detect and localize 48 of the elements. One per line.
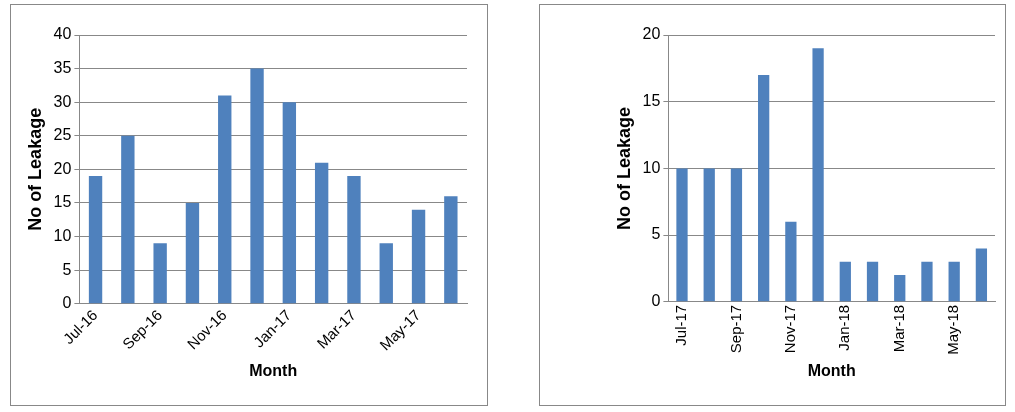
y-tick-label: 20 (642, 25, 661, 43)
bar (839, 261, 851, 302)
bar (379, 243, 393, 304)
y-tick-label: 15 (53, 193, 72, 211)
y-tick-label: 10 (642, 158, 661, 176)
y-tick-label: 0 (651, 292, 661, 310)
bar (121, 135, 135, 304)
y-axis-title: No of Leakage (24, 107, 45, 231)
bar (250, 68, 264, 304)
bar (758, 75, 770, 302)
bar (347, 176, 361, 304)
x-tick-label: Jul-17 (672, 304, 690, 346)
y-tick-label: 20 (53, 159, 72, 177)
bar (948, 261, 960, 302)
x-tick-label: May-18 (944, 304, 962, 355)
bar (894, 275, 906, 302)
bar (444, 196, 458, 304)
bar (676, 168, 688, 302)
y-tick-label: 0 (62, 294, 72, 312)
bar (975, 248, 988, 302)
y-axis-title: No of Leakage (613, 106, 634, 230)
bar (314, 162, 329, 304)
y-tick-label: 30 (53, 92, 72, 110)
y-tick-label: 10 (53, 226, 72, 244)
bar (185, 202, 200, 304)
y-tick-label: 40 (53, 25, 72, 43)
y-tick-label: 15 (642, 92, 661, 110)
bar (282, 102, 297, 304)
bar (812, 48, 824, 302)
y-tick-label: 25 (53, 126, 72, 144)
x-tick-label: Jan-18 (835, 304, 853, 351)
bar (785, 221, 797, 302)
y-tick-label: 35 (53, 58, 72, 76)
bar (411, 209, 426, 304)
bar (88, 176, 103, 304)
x-tick-label: Mar-18 (889, 304, 907, 353)
bar (866, 261, 879, 302)
bar (153, 243, 167, 304)
x-tick-label: Nov-17 (781, 304, 799, 354)
bar (730, 168, 743, 302)
y-tick-label: 5 (62, 260, 72, 278)
bar (703, 168, 715, 302)
bar (921, 261, 933, 302)
x-tick-label: Sep-17 (726, 304, 744, 354)
x-axis-title: Month (807, 361, 856, 379)
x-axis-title: Month (249, 361, 298, 379)
y-tick-label: 5 (651, 225, 661, 243)
bar (218, 95, 232, 304)
